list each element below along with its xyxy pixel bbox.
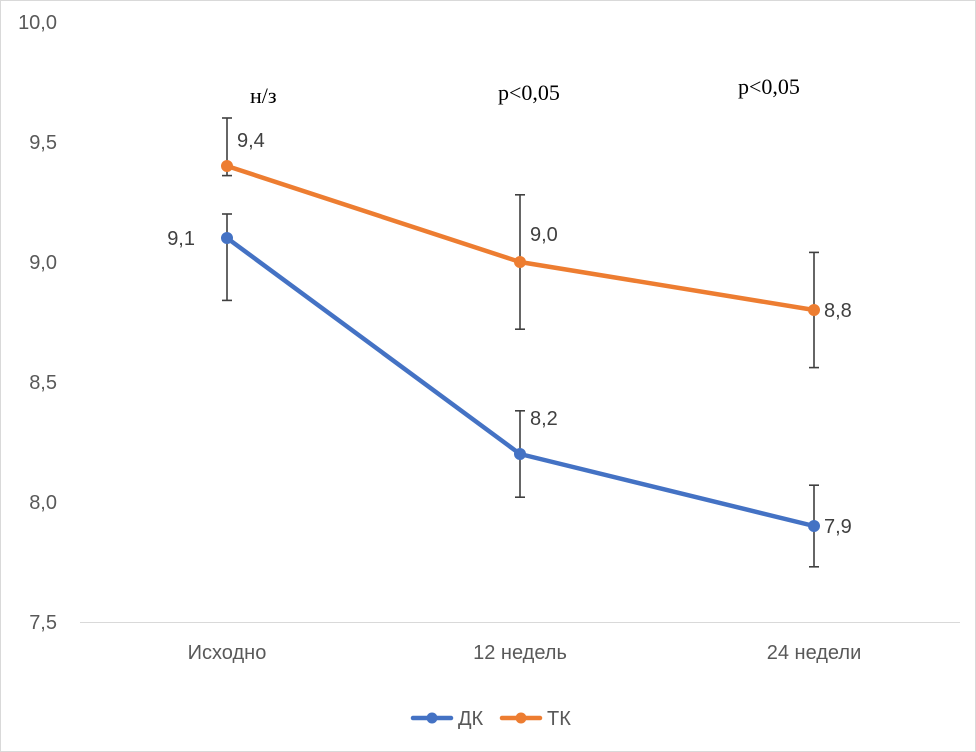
y-tick-label: 9,5 — [29, 132, 57, 154]
y-tick-label: 8,5 — [29, 372, 57, 394]
significance-annotation: н/з — [250, 83, 277, 108]
data-label-dk: 8,2 — [530, 408, 558, 430]
data-label-dk: 9,1 — [167, 228, 195, 250]
legend-marker-tk — [515, 712, 527, 724]
data-label-tk: 9,0 — [530, 224, 558, 246]
data-point-dk — [808, 520, 820, 532]
x-tick-label: 24 недели — [767, 642, 862, 664]
data-label-tk: 9,4 — [237, 130, 265, 152]
legend-label-tk: ТК — [547, 708, 571, 730]
x-tick-label: Исходно — [188, 642, 267, 664]
data-point-tk — [221, 160, 233, 172]
error-bar-dk — [222, 213, 232, 302]
legend-label-dk: ДК — [458, 708, 484, 730]
x-tick-label: 12 недель — [473, 642, 567, 664]
y-tick-label: 9,0 — [29, 252, 57, 274]
data-point-dk — [514, 448, 526, 460]
data-label-tk: 8,8 — [824, 300, 852, 322]
data-point-tk — [808, 304, 820, 316]
y-tick-label: 7,5 — [29, 612, 57, 634]
data-point-tk — [514, 256, 526, 268]
legend-marker-dk — [426, 712, 438, 724]
data-point-dk — [221, 232, 233, 244]
y-tick-label: 10,0 — [18, 12, 57, 34]
significance-annotation: p<0,05 — [738, 74, 800, 99]
y-tick-label: 8,0 — [29, 492, 57, 514]
data-label-dk: 7,9 — [824, 516, 852, 538]
significance-annotation: p<0,05 — [498, 80, 560, 105]
